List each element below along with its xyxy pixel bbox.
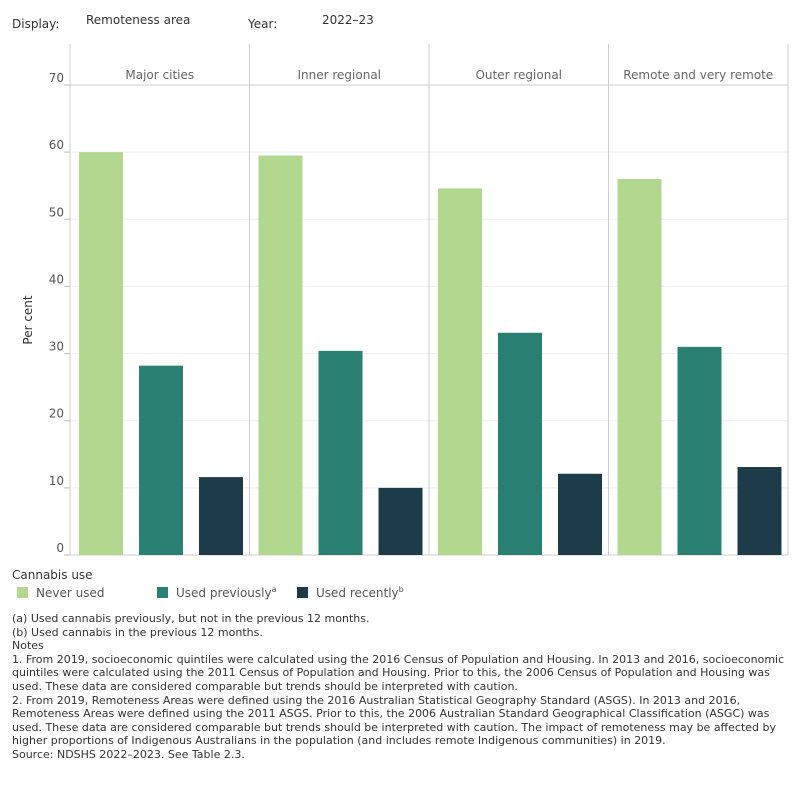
year-label: Year:: [248, 17, 278, 31]
legend-title: Cannabis use: [12, 568, 93, 582]
note-1: 1. From 2019, socioeconomic quintiles we…: [12, 652, 785, 693]
panel-header: Inner regional: [297, 68, 381, 82]
legend-swatch: [17, 587, 28, 598]
display-label: Display:: [12, 17, 60, 31]
notes-heading: Notes: [12, 639, 44, 653]
y-tick-label: 10: [49, 474, 64, 488]
note-2: 2. From 2019, Remoteness Areas were defi…: [12, 693, 777, 748]
y-tick-label: 40: [49, 272, 64, 286]
y-tick-label: 0: [56, 541, 64, 555]
year-select[interactable]: 2022–23: [322, 13, 374, 27]
footnote-a: (a) Used cannabis previously, but not in…: [12, 612, 370, 625]
legend-item-previously[interactable]: Used previouslya: [157, 585, 277, 600]
bar: [318, 350, 363, 555]
bar: [79, 152, 123, 555]
panel-header: Outer regional: [475, 68, 562, 82]
bar: [199, 477, 243, 555]
panel-header: Major cities: [125, 68, 194, 82]
bar: [378, 487, 423, 555]
bar-chart: 0 10 20 30 40 50 60 70 Per cent Major cities Inner…: [21, 44, 789, 556]
bar: [498, 332, 542, 555]
bar: [258, 155, 303, 555]
y-tick-label: 60: [49, 138, 64, 152]
bar: [139, 365, 183, 555]
bar: [737, 467, 782, 555]
notes: (a) Used cannabis previously, but not in…: [12, 612, 792, 762]
legend-swatch: [157, 587, 168, 598]
legend-swatch: [297, 587, 308, 598]
display-select[interactable]: Remoteness area: [86, 13, 191, 27]
legend-item-recently[interactable]: Used recentlyb: [297, 585, 404, 600]
panel-header: Remote and very remote: [623, 68, 773, 82]
footnote-b: (b) Used cannabis in the previous 12 mon…: [12, 625, 263, 639]
legend-item-never[interactable]: Never used: [17, 585, 104, 600]
y-tick-label: 70: [49, 71, 64, 85]
y-tick-label: 30: [49, 340, 64, 354]
y-tick-label: 20: [49, 407, 64, 421]
bar: [438, 188, 482, 555]
source: Source: NDSHS 2022–2023. See Table 2.3.: [12, 747, 245, 761]
y-tick-label: 50: [49, 205, 64, 219]
bar: [558, 473, 602, 555]
bar: [617, 179, 662, 555]
y-axis-label: Per cent: [21, 295, 35, 345]
bar: [677, 346, 722, 555]
